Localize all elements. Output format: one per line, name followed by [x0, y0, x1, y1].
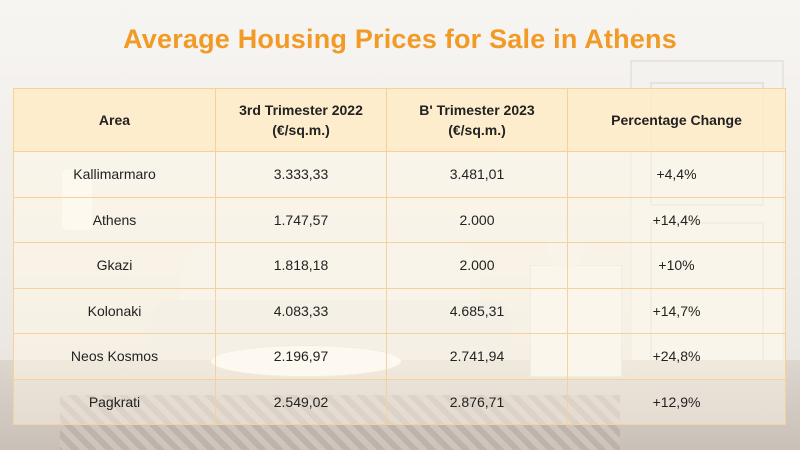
- cell-area: Neos Kosmos: [13, 333, 216, 380]
- cell-price-2022: 3.333,33: [215, 151, 387, 198]
- cell-area: Gkazi: [13, 242, 216, 289]
- table-row: Kolonaki 4.083,33 4.685,31 +14,7%: [13, 287, 786, 334]
- cell-price-2023: 2.741,94: [386, 333, 568, 380]
- header-unit: (€/sq.m.): [272, 122, 330, 138]
- cell-price-2022: 1.747,57: [215, 196, 387, 243]
- header-unit: (€/sq.m.): [448, 122, 506, 138]
- cell-price-2022: 2.196,97: [215, 333, 387, 380]
- header-area: Area: [13, 88, 216, 152]
- header-label: Area: [98, 112, 131, 128]
- cell-change: +4,4%: [567, 151, 786, 198]
- cell-area: Kolonaki: [13, 287, 216, 334]
- cell-price-2023: 2.000: [386, 242, 568, 289]
- cell-price-2022: 1.818,18: [215, 242, 387, 289]
- header-2023: B' Trimester 2023 (€/sq.m.): [386, 88, 568, 152]
- header-2022: 3rd Trimester 2022 (€/sq.m.): [215, 88, 387, 152]
- cell-price-2022: 2.549,02: [215, 378, 387, 425]
- table-row: Pagkrati 2.549,02 2.876,71 +12,9%: [13, 378, 786, 425]
- cell-price-2023: 2.876,71: [386, 378, 568, 425]
- cell-price-2023: 2.000: [386, 196, 568, 243]
- header-label: 3rd Trimester 2022: [239, 102, 363, 118]
- cell-change: +10%: [567, 242, 786, 289]
- header-label: B' Trimester 2023: [419, 102, 535, 118]
- price-table: Area 3rd Trimester 2022 (€/sq.m.) B' Tri…: [13, 88, 786, 425]
- table-row: Neos Kosmos 2.196,97 2.741,94 +24,8%: [13, 333, 786, 380]
- cell-change: +24,8%: [567, 333, 786, 380]
- cell-price-2023: 4.685,31: [386, 287, 568, 334]
- table-row: Gkazi 1.818,18 2.000 +10%: [13, 242, 786, 289]
- cell-area: Athens: [13, 196, 216, 243]
- header-change: Percentage Change: [567, 88, 786, 152]
- cell-area: Pagkrati: [13, 378, 216, 425]
- cell-price-2022: 4.083,33: [215, 287, 387, 334]
- cell-price-2023: 3.481,01: [386, 151, 568, 198]
- cell-change: +14,4%: [567, 196, 786, 243]
- cell-change: +14,7%: [567, 287, 786, 334]
- page-title: Average Housing Prices for Sale in Athen…: [123, 24, 677, 54]
- header-label: Percentage Change: [611, 112, 742, 128]
- cell-change: +12,9%: [567, 378, 786, 425]
- table-row: Kallimarmaro 3.333,33 3.481,01 +4,4%: [13, 151, 786, 198]
- cell-area: Kallimarmaro: [13, 151, 216, 198]
- table-header-row: Area 3rd Trimester 2022 (€/sq.m.) B' Tri…: [13, 88, 786, 152]
- table-row: Athens 1.747,57 2.000 +14,4%: [13, 196, 786, 243]
